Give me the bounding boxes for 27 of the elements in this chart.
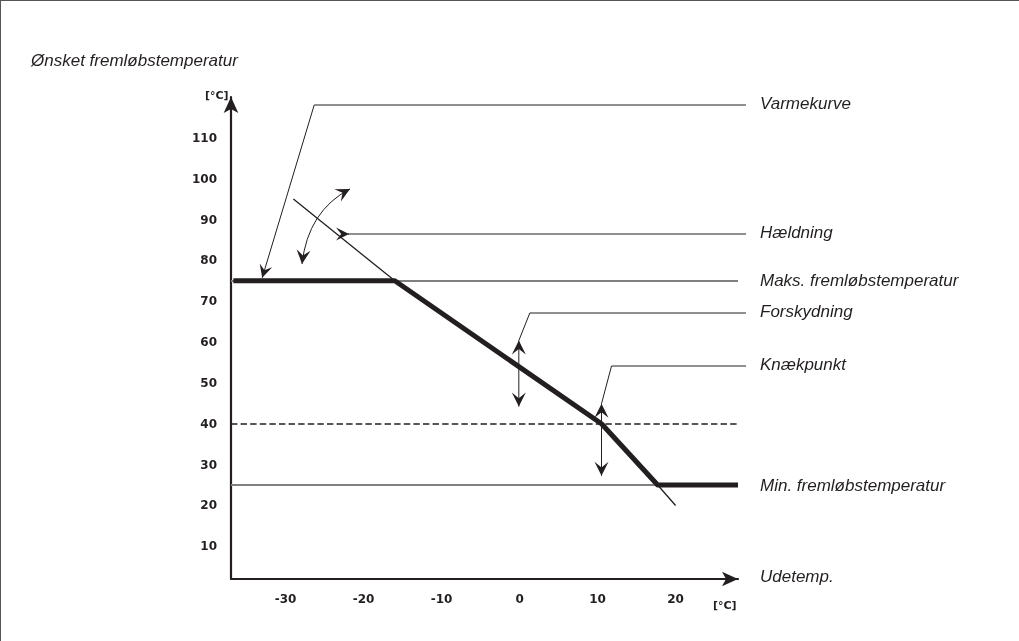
y-tick-label: 20 [200, 498, 217, 513]
text: [°C] [205, 89, 229, 102]
x-axis-title: Udetemp. [760, 567, 834, 587]
annotation: Hældning [760, 223, 833, 243]
y-tick-label: 10 [200, 539, 217, 554]
y-tick-label: 50 [200, 375, 217, 390]
ref-line-label: Min. fremløbstemperatur [760, 475, 947, 495]
text: Forskydning [760, 302, 853, 322]
y-axis-title: Ønsket fremløbstemperatur [31, 51, 238, 71]
y-tick-label: 110 [191, 130, 217, 145]
text: Knækpunkt [760, 355, 846, 375]
y-tick-label: 100 [191, 171, 217, 186]
annotation: Varmekurve [760, 94, 852, 114]
x-tick-label: -30 [274, 592, 297, 606]
y-tick-label: 30 [200, 457, 217, 472]
y-tick-label: 80 [200, 253, 217, 268]
text: [°C] [713, 599, 737, 612]
x-tick-label: -20 [352, 592, 375, 606]
y-tick-label: 90 [200, 212, 217, 227]
y-tick-label: 60 [200, 335, 217, 350]
y-tick-label: 40 [200, 416, 217, 431]
x-tick-label: 20 [667, 592, 684, 606]
y-tick-label: 70 [200, 294, 217, 309]
x-tick-label: 10 [589, 592, 606, 606]
x-tick-label: 0 [515, 592, 524, 606]
x-tick-label: -10 [430, 592, 453, 606]
ref-line-label: Maks. fremløbstemperatur [760, 271, 960, 291]
